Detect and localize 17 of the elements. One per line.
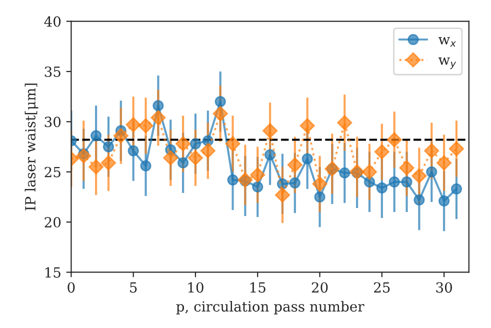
x-tick-label: 30 [436,282,452,293]
y-axis-title: IP laser waist[μm] [24,84,38,210]
x-tick-label: 15 [250,282,266,293]
legend-label: w$_{y}$ [438,58,456,70]
x-tick-label: 25 [374,282,390,293]
x-tick-label: 5 [130,282,137,293]
y-tick-label: 20 [44,217,61,228]
x-tick-label: 20 [312,282,328,293]
x-tick-label: 10 [188,282,204,293]
y-tick-label: 35 [44,66,60,77]
legend-label: w$_{x}$ [438,37,456,47]
y-tick-label: 15 [45,267,60,278]
x-tick-label: 0 [68,282,75,293]
y-tick-label: 30 [44,116,61,128]
y-tick-label: 40 [44,16,61,27]
x-axis-title: p, circulation pass number [176,300,364,314]
y-tick-label: 25 [44,166,60,178]
